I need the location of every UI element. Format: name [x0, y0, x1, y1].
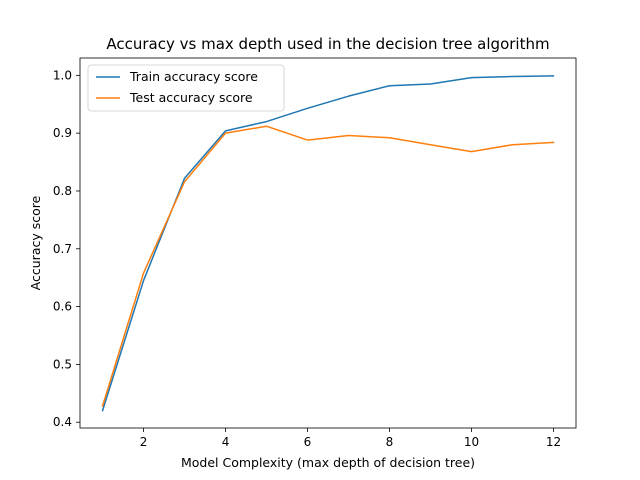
x-tick-label: 12 [546, 435, 561, 449]
axes-frame [79, 57, 577, 429]
chart-title: Accuracy vs max depth used in the decisi… [106, 35, 549, 53]
x-axis-label: Model Complexity (max depth of decision … [181, 455, 475, 470]
y-tick-label: 0.8 [53, 184, 72, 198]
x-tick-label: 6 [304, 435, 312, 449]
series-line-2 [101, 125, 555, 407]
plot-area: 2 4 6 8 10 12 0.4 0.5 0.6 0.7 0.8 0.9 1.0 [53, 57, 577, 449]
legend: Train accuracy score Test accuracy score [87, 64, 285, 112]
x-tick-label: 2 [140, 435, 148, 449]
legend-box [87, 64, 285, 112]
y-tick-label: 0.4 [53, 415, 72, 429]
legend-label-2: Test accuracy score [129, 90, 253, 105]
legend-label-1: Train accuracy score [129, 69, 258, 84]
x-tick-label: 4 [222, 435, 230, 449]
y-tick-label: 1.0 [53, 68, 72, 82]
x-tick-label: 10 [464, 435, 479, 449]
x-tick-label: 8 [386, 435, 394, 449]
y-tick-label: 0.9 [53, 126, 72, 140]
y-axis-label: Accuracy score [28, 195, 43, 290]
y-tick-label: 0.5 [53, 357, 72, 371]
y-tick-label: 0.7 [53, 242, 72, 256]
y-tick-label: 0.6 [53, 300, 72, 314]
